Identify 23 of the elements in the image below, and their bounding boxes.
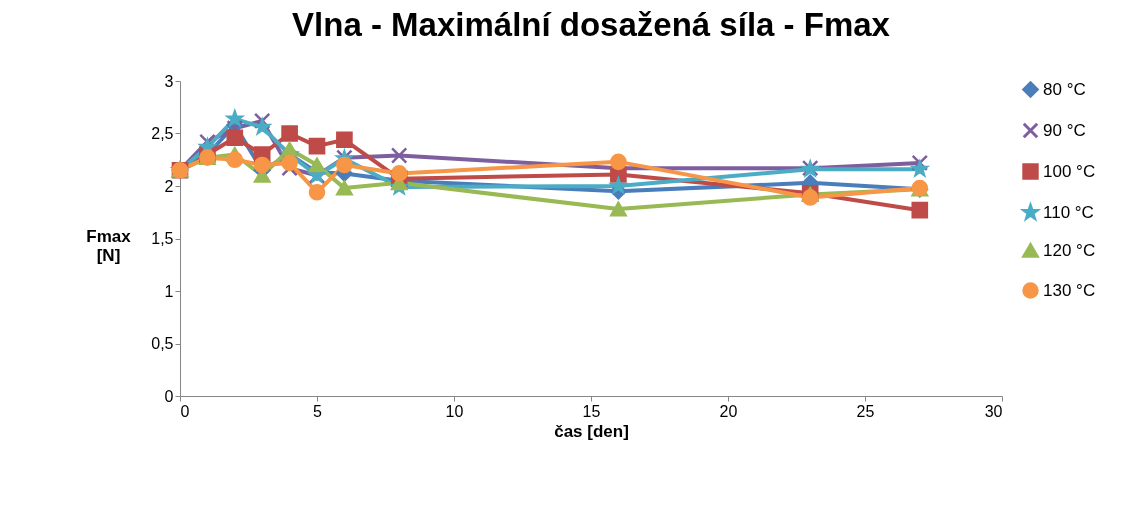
legend-label: 100 °C (1043, 161, 1096, 181)
chart-title: Vlna - Maximální dosažená síla - Fmax (292, 6, 891, 43)
x-axis-title: čas [den] (554, 421, 629, 441)
y-tick-label: 0 (164, 387, 174, 405)
y-tick-label: 1,5 (151, 230, 174, 247)
legend-label: 110 °C (1043, 202, 1094, 222)
x-tick-label: 10 (445, 402, 464, 420)
x-tick-label: 25 (856, 402, 875, 420)
legend-label: 130 °C (1043, 280, 1096, 300)
y-tick-label: 1 (164, 282, 174, 300)
y-tick-label: 0,5 (151, 335, 174, 352)
x-tick-label: 20 (719, 402, 738, 420)
x-tick-label: 15 (582, 402, 601, 420)
legend-label: 80 °C (1043, 79, 1086, 99)
x-tick-label: 30 (984, 402, 1003, 420)
x-tick-label: 0 (180, 402, 190, 420)
y-tick-label: 2,5 (151, 125, 174, 142)
y-tick-label: 2 (164, 177, 174, 195)
legend-label: 90 °C (1043, 120, 1086, 140)
legend-label: 120 °C (1043, 240, 1096, 260)
x-tick-label: 5 (313, 402, 323, 420)
y-axis-title: Fmax [N] (86, 226, 132, 265)
y-tick-label: 3 (164, 72, 174, 90)
